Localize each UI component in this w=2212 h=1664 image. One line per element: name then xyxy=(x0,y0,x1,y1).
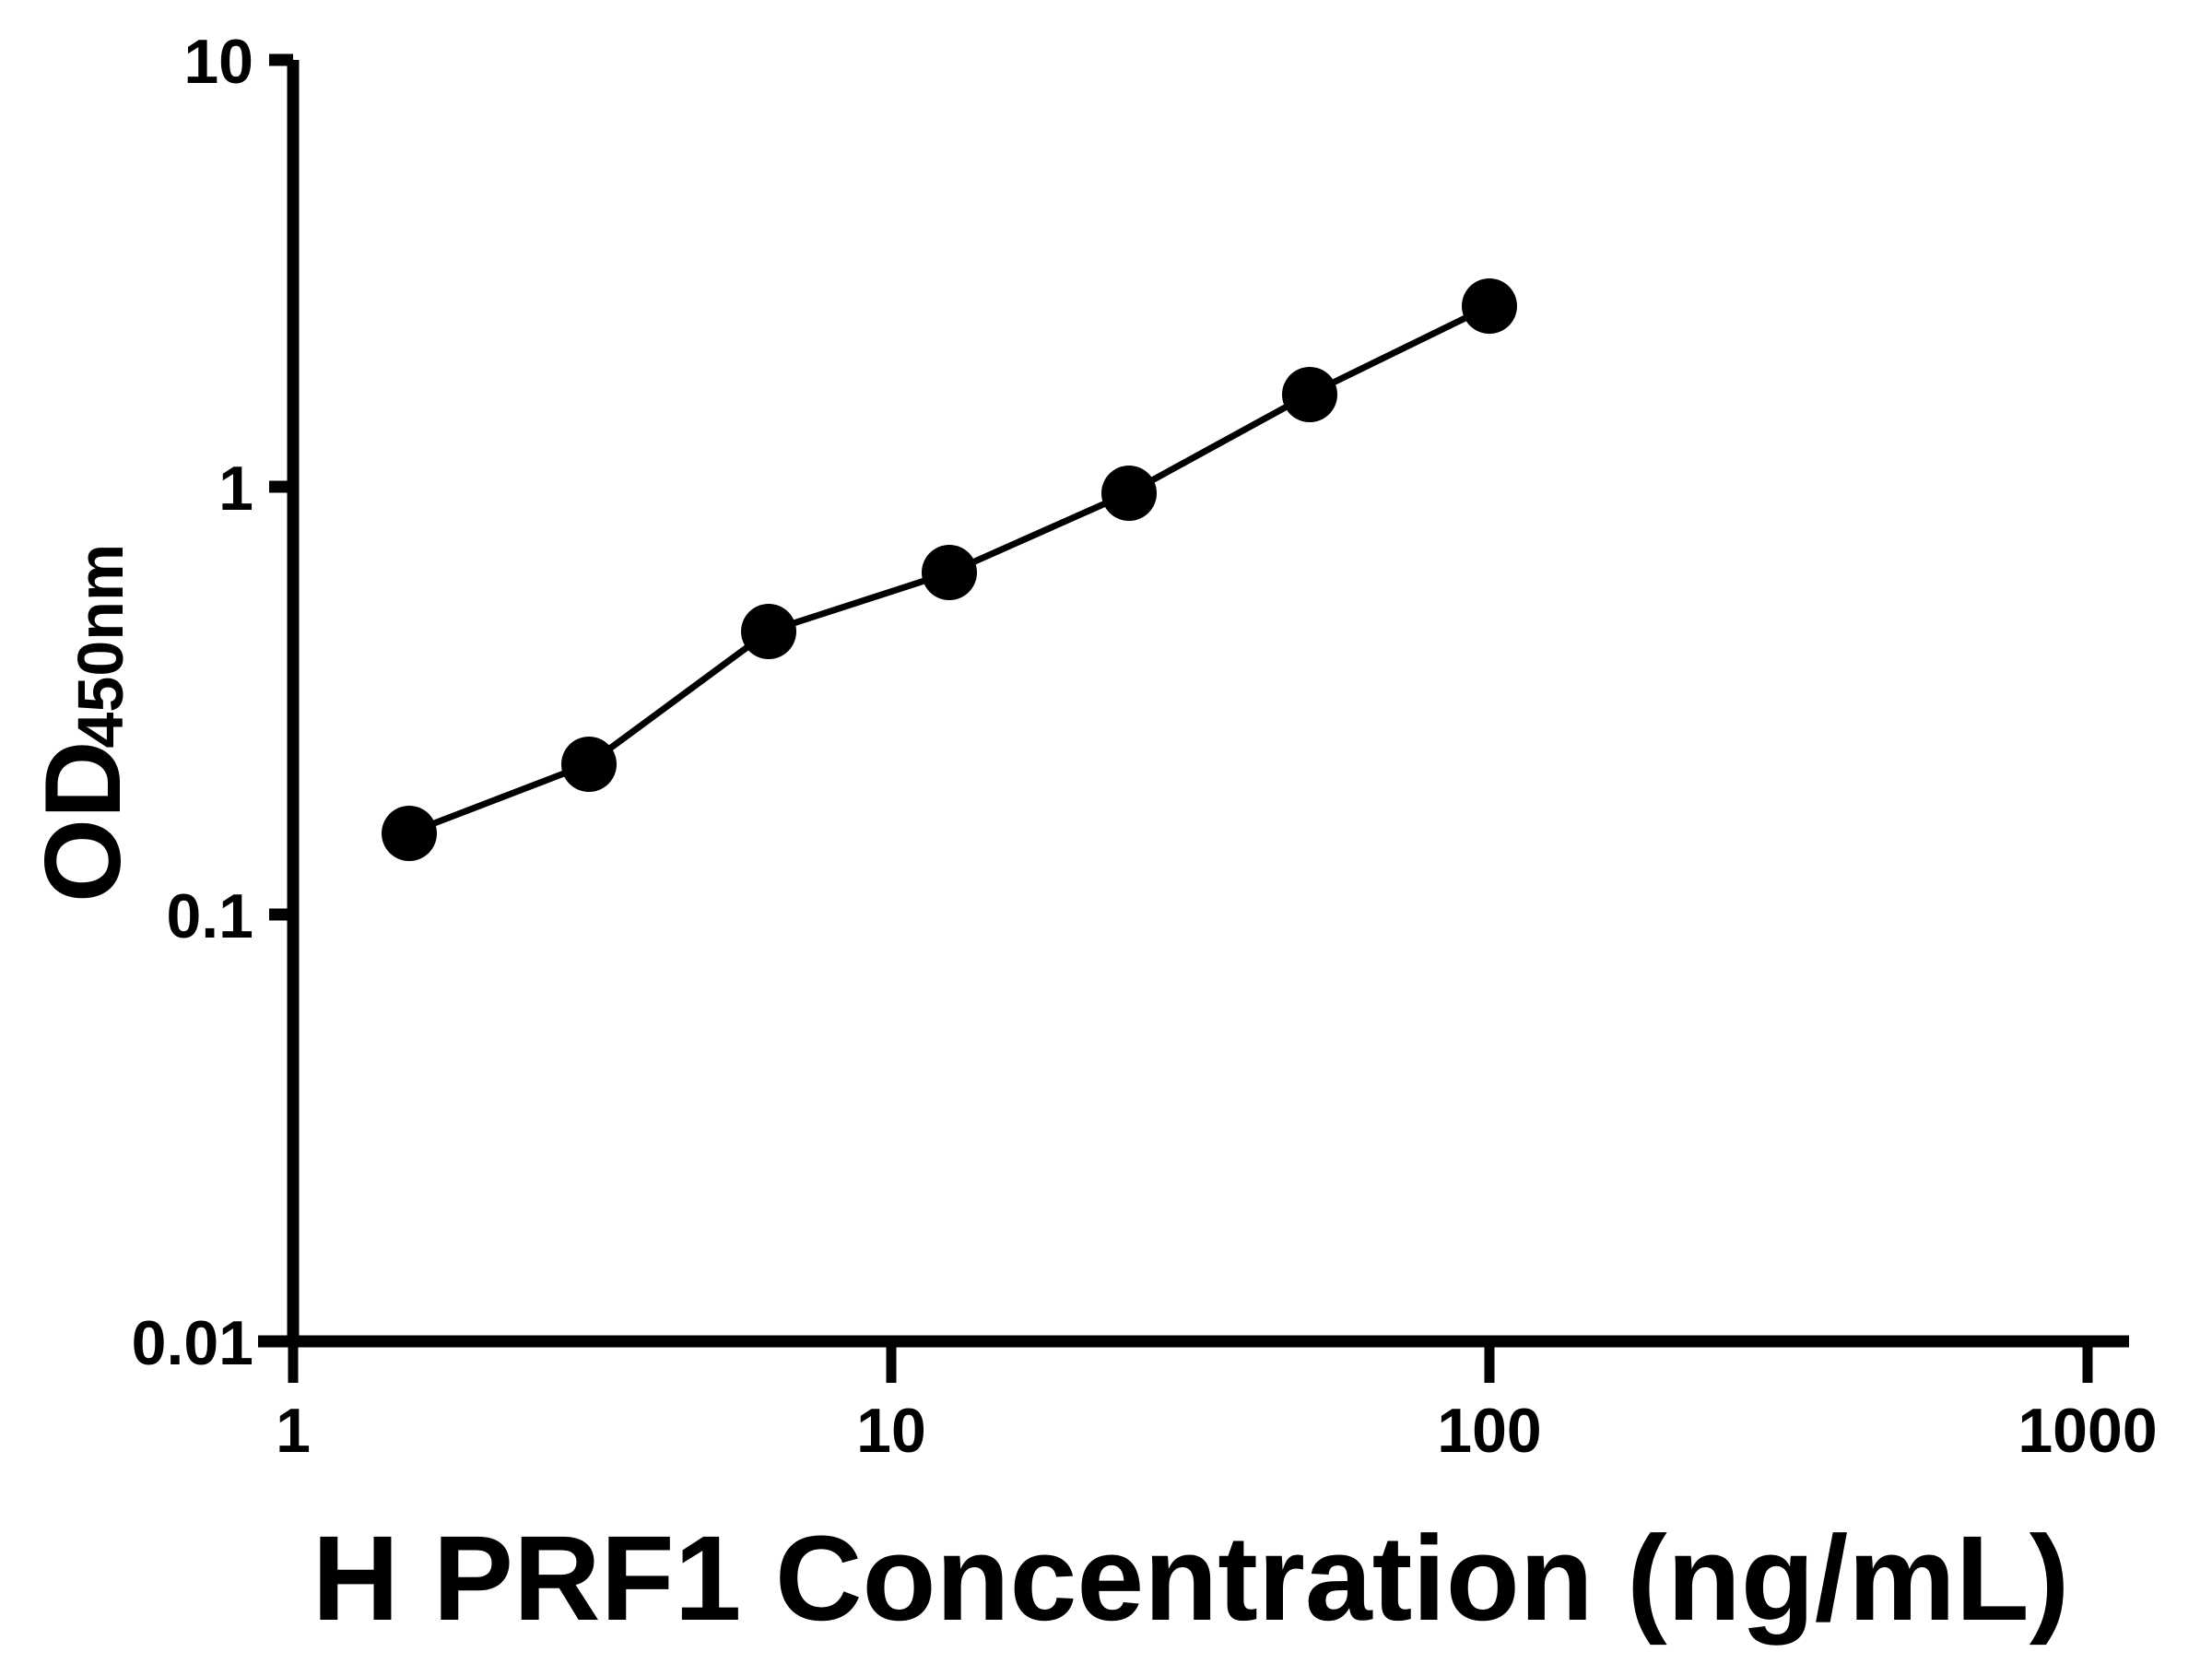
svg-text:1: 1 xyxy=(218,454,253,524)
svg-text:1: 1 xyxy=(276,1396,311,1466)
svg-text:1000: 1000 xyxy=(2018,1396,2157,1466)
svg-text:10: 10 xyxy=(856,1396,926,1466)
svg-text:H PRF1 Concentration (ng/mL): H PRF1 Concentration (ng/mL) xyxy=(312,1510,2070,1646)
svg-text:0.1: 0.1 xyxy=(166,881,253,951)
svg-text:0.01: 0.01 xyxy=(132,1308,253,1378)
svg-text:OD450nm: OD450nm xyxy=(22,544,143,903)
svg-text:100: 100 xyxy=(1437,1396,1541,1466)
svg-text:10: 10 xyxy=(183,27,253,97)
